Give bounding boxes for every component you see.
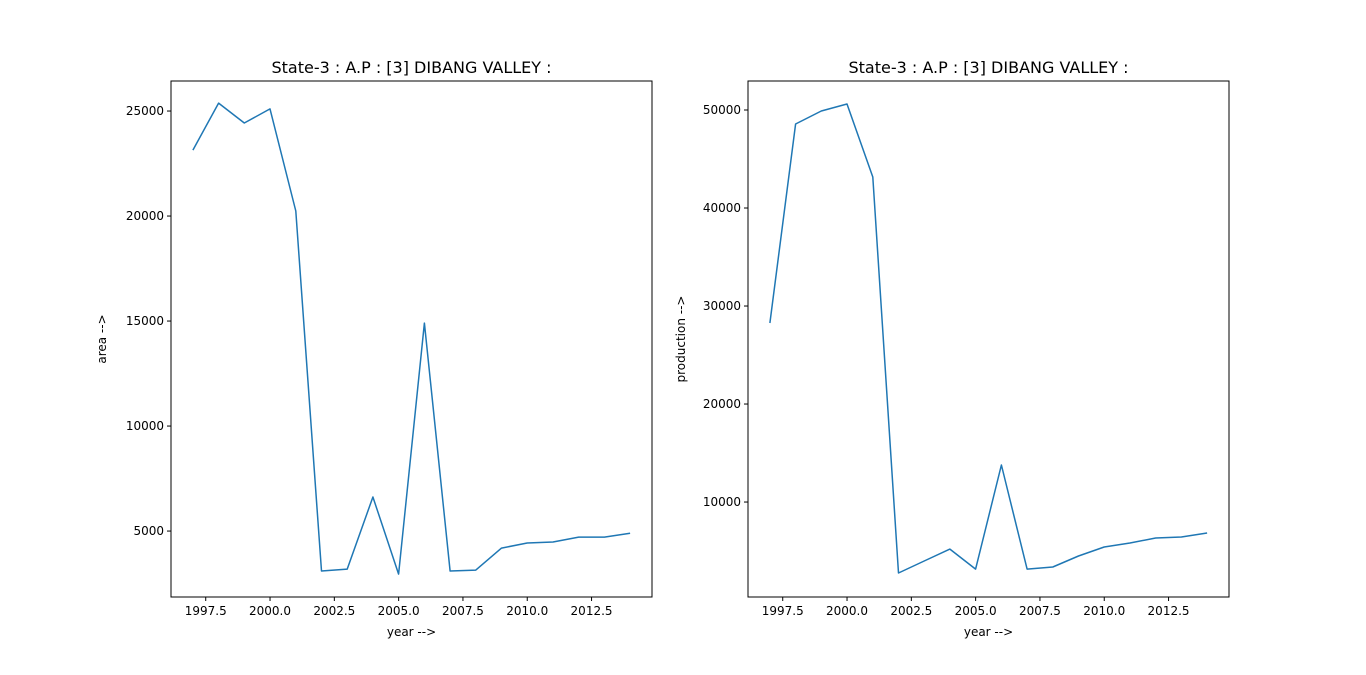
x-tick-label: 2000.0 — [826, 604, 868, 618]
y-tick-label: 30000 — [703, 299, 741, 313]
chart-title: State-3 : A.P : [3] DIBANG VALLEY : — [271, 58, 551, 77]
x-tick-label: 2005.0 — [378, 604, 420, 618]
x-tick-label: 2010.0 — [506, 604, 548, 618]
x-tick-label: 2005.0 — [955, 604, 997, 618]
subplot-1: 1997.5 2000.0 2002.5 2005.0 2007.5 2010.0 2012… — [95, 58, 653, 639]
x-tick-label: 1997.5 — [762, 604, 804, 618]
series-line-production — [769, 103, 1208, 574]
series-line-area — [192, 102, 631, 575]
x-tick-label: 2007.5 — [442, 604, 484, 618]
y-axis-label: area --> — [95, 314, 109, 363]
x-tick-label: 1997.5 — [185, 604, 227, 618]
axes-frame — [170, 80, 653, 598]
axes-frame — [747, 80, 1230, 598]
y-tick-label: 5000 — [133, 524, 164, 538]
x-tick-label: 2012.5 — [1148, 604, 1190, 618]
x-axis-label: year --> — [964, 625, 1013, 639]
y-tick-label: 20000 — [703, 397, 741, 411]
x-tick-label: 2007.5 — [1019, 604, 1061, 618]
y-tick-label: 10000 — [126, 419, 164, 433]
y-axis-label: production --> — [674, 296, 688, 383]
x-axis-label: year --> — [387, 625, 436, 639]
y-tick-label: 10000 — [703, 495, 741, 509]
y-tick-label: 15000 — [126, 314, 164, 328]
subplot-2: 1997.5 2000.0 2002.5 2005.0 2007.5 2010.0 2012… — [674, 58, 1230, 639]
y-tick-label: 40000 — [703, 201, 741, 215]
x-tick-label: 2002.5 — [890, 604, 932, 618]
x-tick-label: 2002.5 — [313, 604, 355, 618]
chart-title: State-3 : A.P : [3] DIBANG VALLEY : — [848, 58, 1128, 77]
x-tick-label: 2000.0 — [249, 604, 291, 618]
y-tick-label: 20000 — [126, 209, 164, 223]
x-tick-label: 2012.5 — [571, 604, 613, 618]
y-tick-label: 25000 — [126, 104, 164, 118]
y-tick-label: 50000 — [703, 103, 741, 117]
x-tick-label: 2010.0 — [1083, 604, 1125, 618]
